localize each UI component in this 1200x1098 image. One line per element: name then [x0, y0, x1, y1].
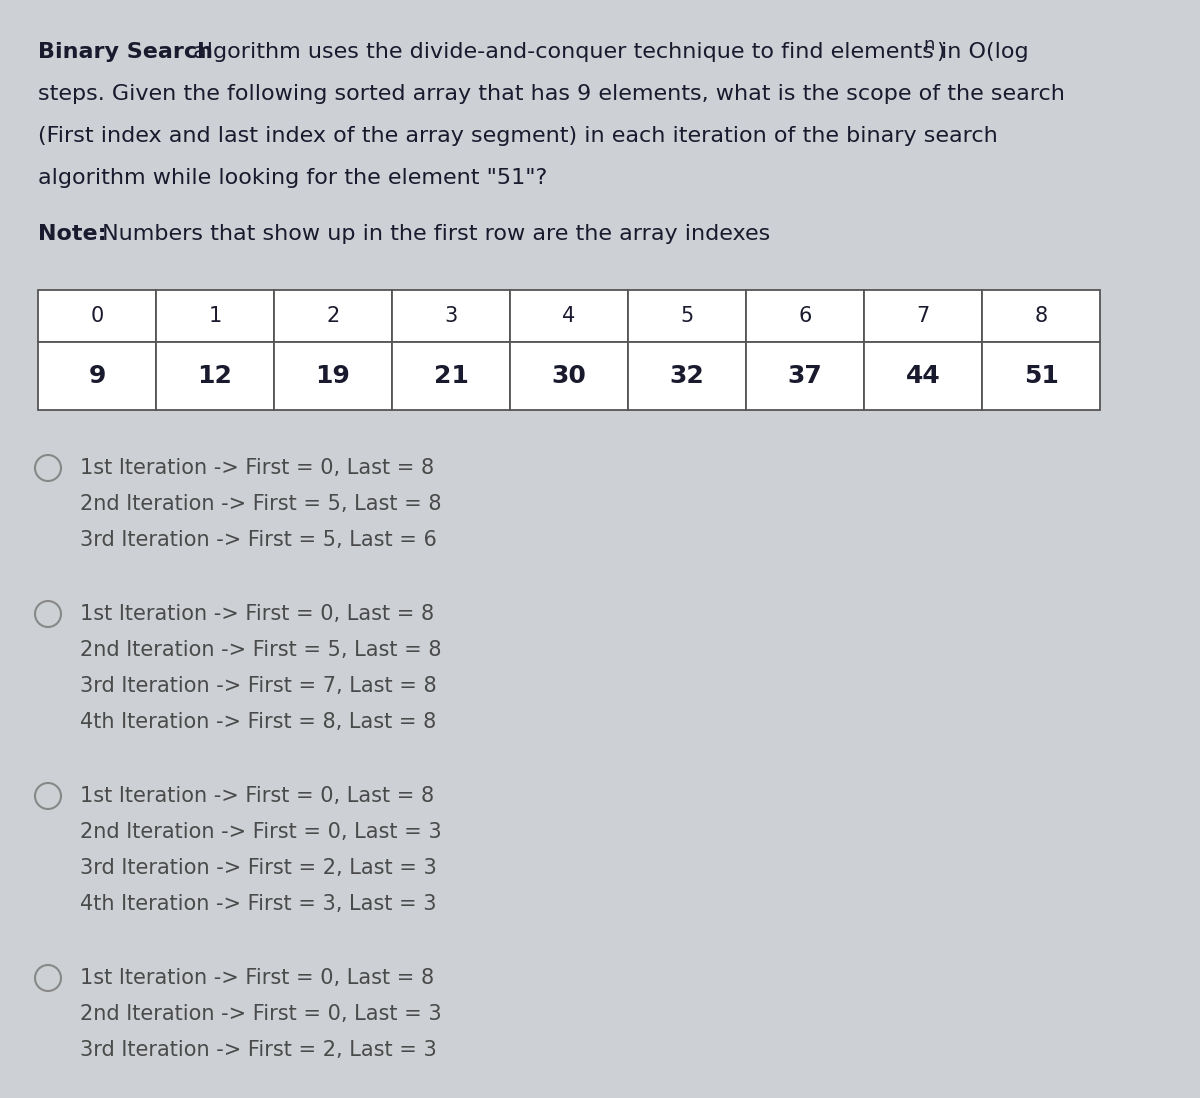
Text: 1st Iteration -> First = 0, Last = 8: 1st Iteration -> First = 0, Last = 8: [80, 786, 434, 806]
Text: 8: 8: [1034, 306, 1048, 326]
Text: 12: 12: [198, 365, 233, 388]
Bar: [38, 290, 156, 341]
Text: 3rd Iteration -> First = 5, Last = 6: 3rd Iteration -> First = 5, Last = 6: [80, 530, 437, 550]
Text: 3rd Iteration -> First = 2, Last = 3: 3rd Iteration -> First = 2, Last = 3: [80, 1040, 437, 1060]
Text: 2nd Iteration -> First = 5, Last = 8: 2nd Iteration -> First = 5, Last = 8: [80, 494, 442, 514]
Text: 5: 5: [680, 306, 694, 326]
Text: 0: 0: [90, 306, 103, 326]
Bar: [982, 341, 1100, 410]
Bar: [38, 341, 156, 410]
Bar: [392, 341, 510, 410]
Text: 7: 7: [917, 306, 930, 326]
Text: 21: 21: [433, 365, 468, 388]
Text: Numbers that show up in the first row are the array indexes: Numbers that show up in the first row ar…: [95, 224, 770, 244]
Bar: [156, 290, 274, 341]
Text: 6: 6: [798, 306, 811, 326]
Text: 37: 37: [787, 365, 822, 388]
Text: 9: 9: [89, 365, 106, 388]
Bar: [864, 341, 982, 410]
Text: Binary Search: Binary Search: [38, 42, 214, 61]
Text: 30: 30: [552, 365, 587, 388]
Text: 1st Iteration -> First = 0, Last = 8: 1st Iteration -> First = 0, Last = 8: [80, 458, 434, 478]
Bar: [746, 341, 864, 410]
Text: Note:: Note:: [38, 224, 107, 244]
Text: 2nd Iteration -> First = 0, Last = 3: 2nd Iteration -> First = 0, Last = 3: [80, 822, 442, 842]
Text: 2: 2: [326, 306, 340, 326]
Bar: [510, 290, 628, 341]
Text: 51: 51: [1024, 365, 1058, 388]
Bar: [274, 290, 392, 341]
Text: 1st Iteration -> First = 0, Last = 8: 1st Iteration -> First = 0, Last = 8: [80, 604, 434, 624]
Text: 1st Iteration -> First = 0, Last = 8: 1st Iteration -> First = 0, Last = 8: [80, 968, 434, 988]
Text: steps. Given the following sorted array that has 9 elements, what is the scope o: steps. Given the following sorted array …: [38, 85, 1064, 104]
Text: 44: 44: [906, 365, 941, 388]
Text: n: n: [923, 36, 935, 54]
Bar: [156, 341, 274, 410]
Text: 2nd Iteration -> First = 5, Last = 8: 2nd Iteration -> First = 5, Last = 8: [80, 640, 442, 660]
Text: algorithm uses the divide-and-conquer technique to find elements in O(log: algorithm uses the divide-and-conquer te…: [186, 42, 1028, 61]
Text: 3: 3: [444, 306, 457, 326]
Text: 3rd Iteration -> First = 2, Last = 3: 3rd Iteration -> First = 2, Last = 3: [80, 858, 437, 878]
Text: 4th Iteration -> First = 3, Last = 3: 4th Iteration -> First = 3, Last = 3: [80, 894, 437, 914]
Bar: [628, 290, 746, 341]
Bar: [274, 341, 392, 410]
Text: 32: 32: [670, 365, 704, 388]
Bar: [628, 341, 746, 410]
Text: ): ): [936, 42, 944, 61]
Bar: [982, 290, 1100, 341]
Text: 4: 4: [563, 306, 576, 326]
Bar: [392, 290, 510, 341]
Bar: [746, 290, 864, 341]
Text: 19: 19: [316, 365, 350, 388]
Text: algorithm while looking for the element "51"?: algorithm while looking for the element …: [38, 168, 547, 188]
Text: 2nd Iteration -> First = 0, Last = 3: 2nd Iteration -> First = 0, Last = 3: [80, 1004, 442, 1024]
Text: 4th Iteration -> First = 8, Last = 8: 4th Iteration -> First = 8, Last = 8: [80, 712, 437, 732]
Text: (First index and last index of the array segment) in each iteration of the binar: (First index and last index of the array…: [38, 126, 997, 146]
Bar: [510, 341, 628, 410]
Text: 1: 1: [209, 306, 222, 326]
Text: 3rd Iteration -> First = 7, Last = 8: 3rd Iteration -> First = 7, Last = 8: [80, 676, 437, 696]
Bar: [864, 290, 982, 341]
